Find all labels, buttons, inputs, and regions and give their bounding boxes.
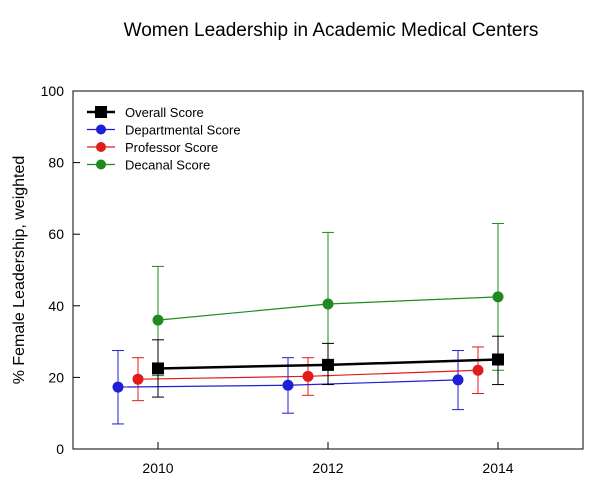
chart-title: Women Leadership in Academic Medical Cen… <box>124 20 539 41</box>
data-point <box>472 364 484 376</box>
data-point <box>112 381 124 393</box>
y-tick-label: 0 <box>56 441 64 457</box>
legend-label: Professor Score <box>125 140 218 155</box>
data-point <box>152 314 164 326</box>
series-professor-score <box>132 346 484 402</box>
data-point <box>492 353 504 366</box>
data-point <box>132 373 144 385</box>
legend: Overall Score Departmental Score Professor… <box>87 105 241 173</box>
data-point <box>152 362 164 375</box>
legend-marker <box>96 124 106 135</box>
data-point <box>492 291 504 303</box>
data-point <box>322 358 334 371</box>
data-point <box>282 379 294 391</box>
legend-marker <box>96 159 106 170</box>
y-tick-label: 20 <box>48 369 64 385</box>
x-tick-label: 2014 <box>482 460 513 476</box>
legend-label: Departmental Score <box>125 123 241 138</box>
legend-item: Departmental Score <box>87 123 241 138</box>
y-tick-label: 100 <box>41 83 65 99</box>
x-tick-label: 2012 <box>312 460 343 476</box>
legend-item: Professor Score <box>87 140 218 155</box>
data-point <box>302 370 314 382</box>
legend-label: Overall Score <box>125 105 204 120</box>
legend-label: Decanal Score <box>125 158 210 173</box>
data-point <box>322 298 334 310</box>
x-tick-label: 2010 <box>142 460 173 476</box>
y-tick-label: 40 <box>48 298 64 314</box>
y-tick-label: 60 <box>48 226 64 242</box>
data-point <box>452 374 464 386</box>
legend-marker <box>95 106 107 118</box>
legend-item: Decanal Score <box>87 158 210 173</box>
plot-area <box>112 222 504 425</box>
series-overall-score <box>152 335 504 398</box>
legend-item: Overall Score <box>87 105 204 120</box>
axes: 0 20 40 60 80 100 2010 2012 2014 <box>41 83 584 476</box>
y-axis-label: % Female Leadership, weighted <box>11 156 28 385</box>
y-tick-label: 80 <box>48 155 64 171</box>
legend-marker <box>96 142 106 152</box>
